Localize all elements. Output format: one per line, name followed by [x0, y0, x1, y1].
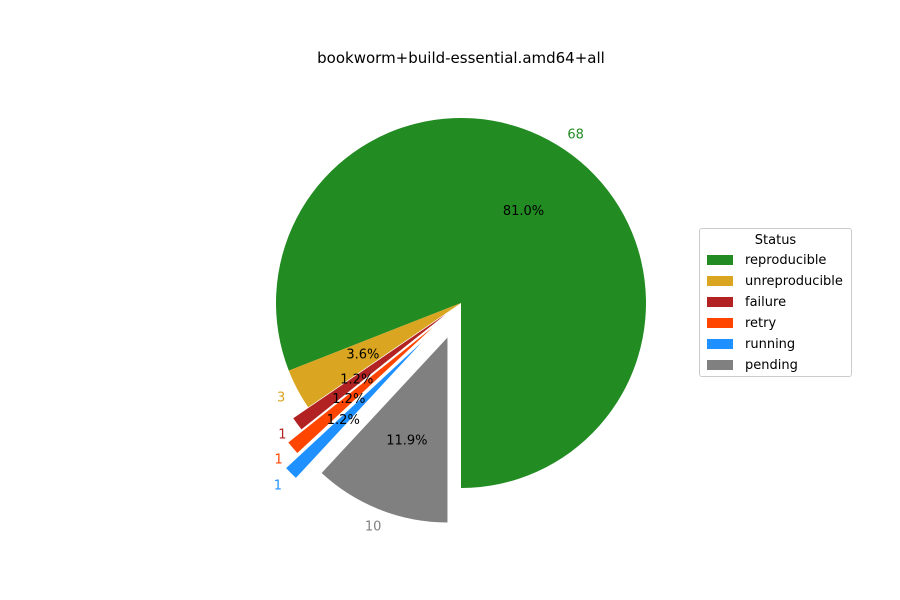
legend-item-pending: pending	[707, 358, 798, 374]
value-label-running: 1	[274, 479, 282, 494]
value-label-failure: 1	[278, 427, 286, 442]
legend-item-unreproducible: unreproducible	[707, 274, 843, 290]
value-label-pending: 10	[365, 519, 382, 534]
legend-swatch-failure	[707, 297, 733, 307]
legend-item-running: running	[707, 337, 795, 353]
pie-slice-reproducible	[276, 118, 647, 489]
percent-label-running: 1.2%	[327, 413, 360, 428]
value-label-unreproducible: 3	[277, 391, 285, 406]
legend-swatch-pending	[707, 360, 733, 370]
percent-label-reproducible: 81.0%	[503, 204, 544, 219]
legend-label-retry: retry	[745, 316, 777, 331]
pie-slice-retry	[288, 327, 433, 453]
percent-label-retry: 1.2%	[332, 392, 365, 407]
legend-swatch-retry	[707, 318, 733, 328]
legend-label-running: running	[745, 337, 796, 352]
legend-label-reproducible: reproducible	[745, 253, 827, 268]
chart-title: bookworm+build-essential.amd64+all	[317, 49, 605, 67]
value-label-retry: 1	[275, 452, 283, 467]
legend-label-pending: pending	[745, 358, 798, 373]
pie-slice-unreproducible	[288, 303, 461, 408]
pie-slice-failure	[293, 313, 447, 430]
legend-label-unreproducible: unreproducible	[745, 274, 843, 289]
value-label-reproducible: 68	[567, 127, 584, 142]
legend-swatch-reproducible	[707, 255, 733, 265]
legend-label-failure: failure	[745, 295, 787, 310]
legend-item-failure: failure	[707, 295, 786, 311]
legend-swatch-unreproducible	[707, 276, 733, 286]
legend: Status reproducible unreproducible failure…	[699, 228, 852, 377]
percent-label-unreproducible: 3.6%	[346, 347, 379, 362]
legend-item-retry: retry	[707, 316, 776, 332]
pie-slice-running	[286, 342, 422, 478]
percent-label-pending: 11.9%	[386, 433, 427, 448]
legend-item-reproducible: reproducible	[707, 253, 826, 269]
percent-label-failure: 1.2%	[340, 372, 373, 387]
legend-swatch-running	[707, 339, 733, 349]
pie-slice-pending	[321, 337, 448, 523]
legend-title: Status	[754, 233, 797, 248]
